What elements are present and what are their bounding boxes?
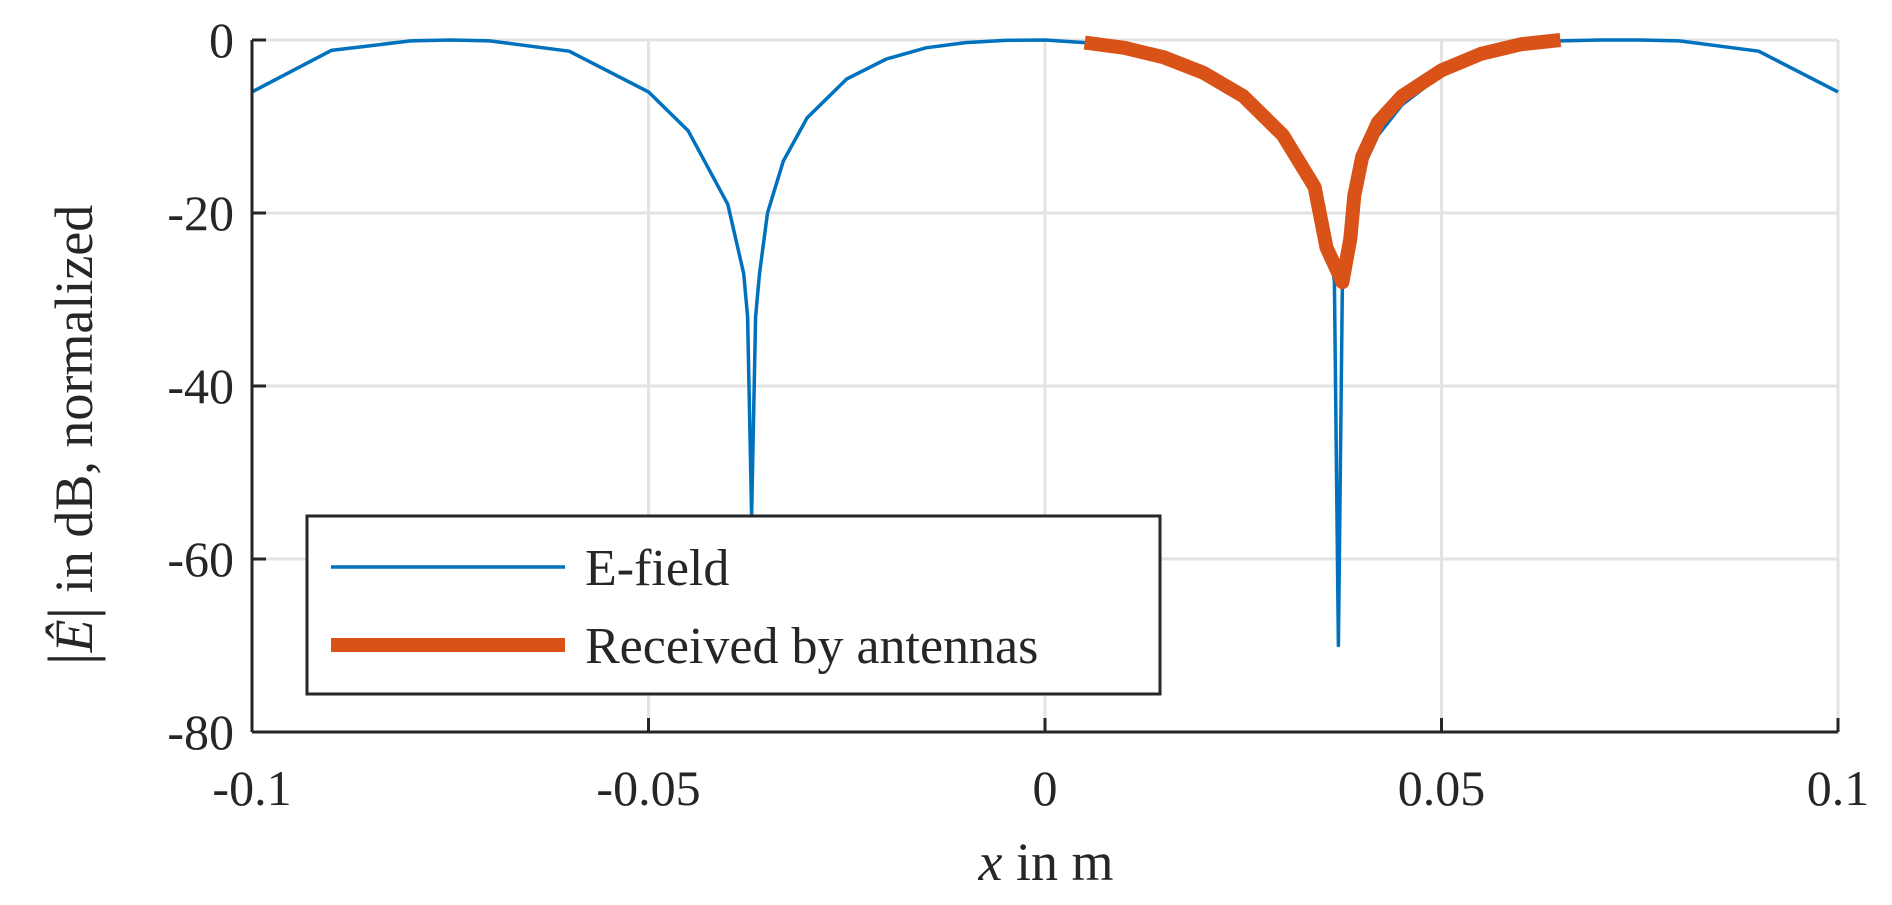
y-tick-label-1: -20 — [167, 185, 234, 241]
series-line-received-by-antennas — [1083, 33, 1562, 290]
legend-box — [305, 514, 1162, 696]
x-axis-variable: x — [978, 832, 1003, 892]
axes — [250, 38, 1840, 734]
x-tick-label-2: 0 — [1033, 760, 1058, 816]
x-tick-label-3: 0.05 — [1398, 760, 1486, 816]
legend-label-received: Received by antennas — [585, 618, 1038, 675]
svg-text:|Ê| in dB, normalized: |Ê| in dB, normalized — [35, 205, 106, 666]
x-tick-label-1: -0.05 — [596, 760, 700, 816]
y-axis-unit-text: in dB, normalized — [44, 205, 104, 607]
tick-labels: -0.1 -0.05 0 0.05 0.1 0 -20 -40 -60 -80 — [167, 12, 1869, 816]
y-axis-title: |Ê| in dB, normalized — [35, 205, 106, 666]
y-axis-variable: Ê — [44, 619, 104, 653]
y-tick-label-3: -60 — [167, 531, 234, 587]
y-tick-label-2: -40 — [167, 358, 234, 414]
y-axis-abs-open: | — [35, 652, 106, 665]
plot-series — [251, 33, 1839, 648]
y-axis-abs-close: | — [35, 607, 106, 620]
x-axis-title: x in m — [978, 832, 1114, 892]
legend: E-field Received by antennas — [305, 514, 1162, 696]
y-tick-label-0: 0 — [209, 12, 234, 68]
svg-text:x in m: x in m — [978, 832, 1114, 892]
x-tick-label-0: -0.1 — [212, 760, 291, 816]
legend-label-e-field: E-field — [585, 540, 729, 597]
x-axis-unit-text: in m — [1002, 832, 1113, 892]
x-tick-label-4: 0.1 — [1807, 760, 1870, 816]
y-tick-label-4: -80 — [167, 704, 234, 760]
